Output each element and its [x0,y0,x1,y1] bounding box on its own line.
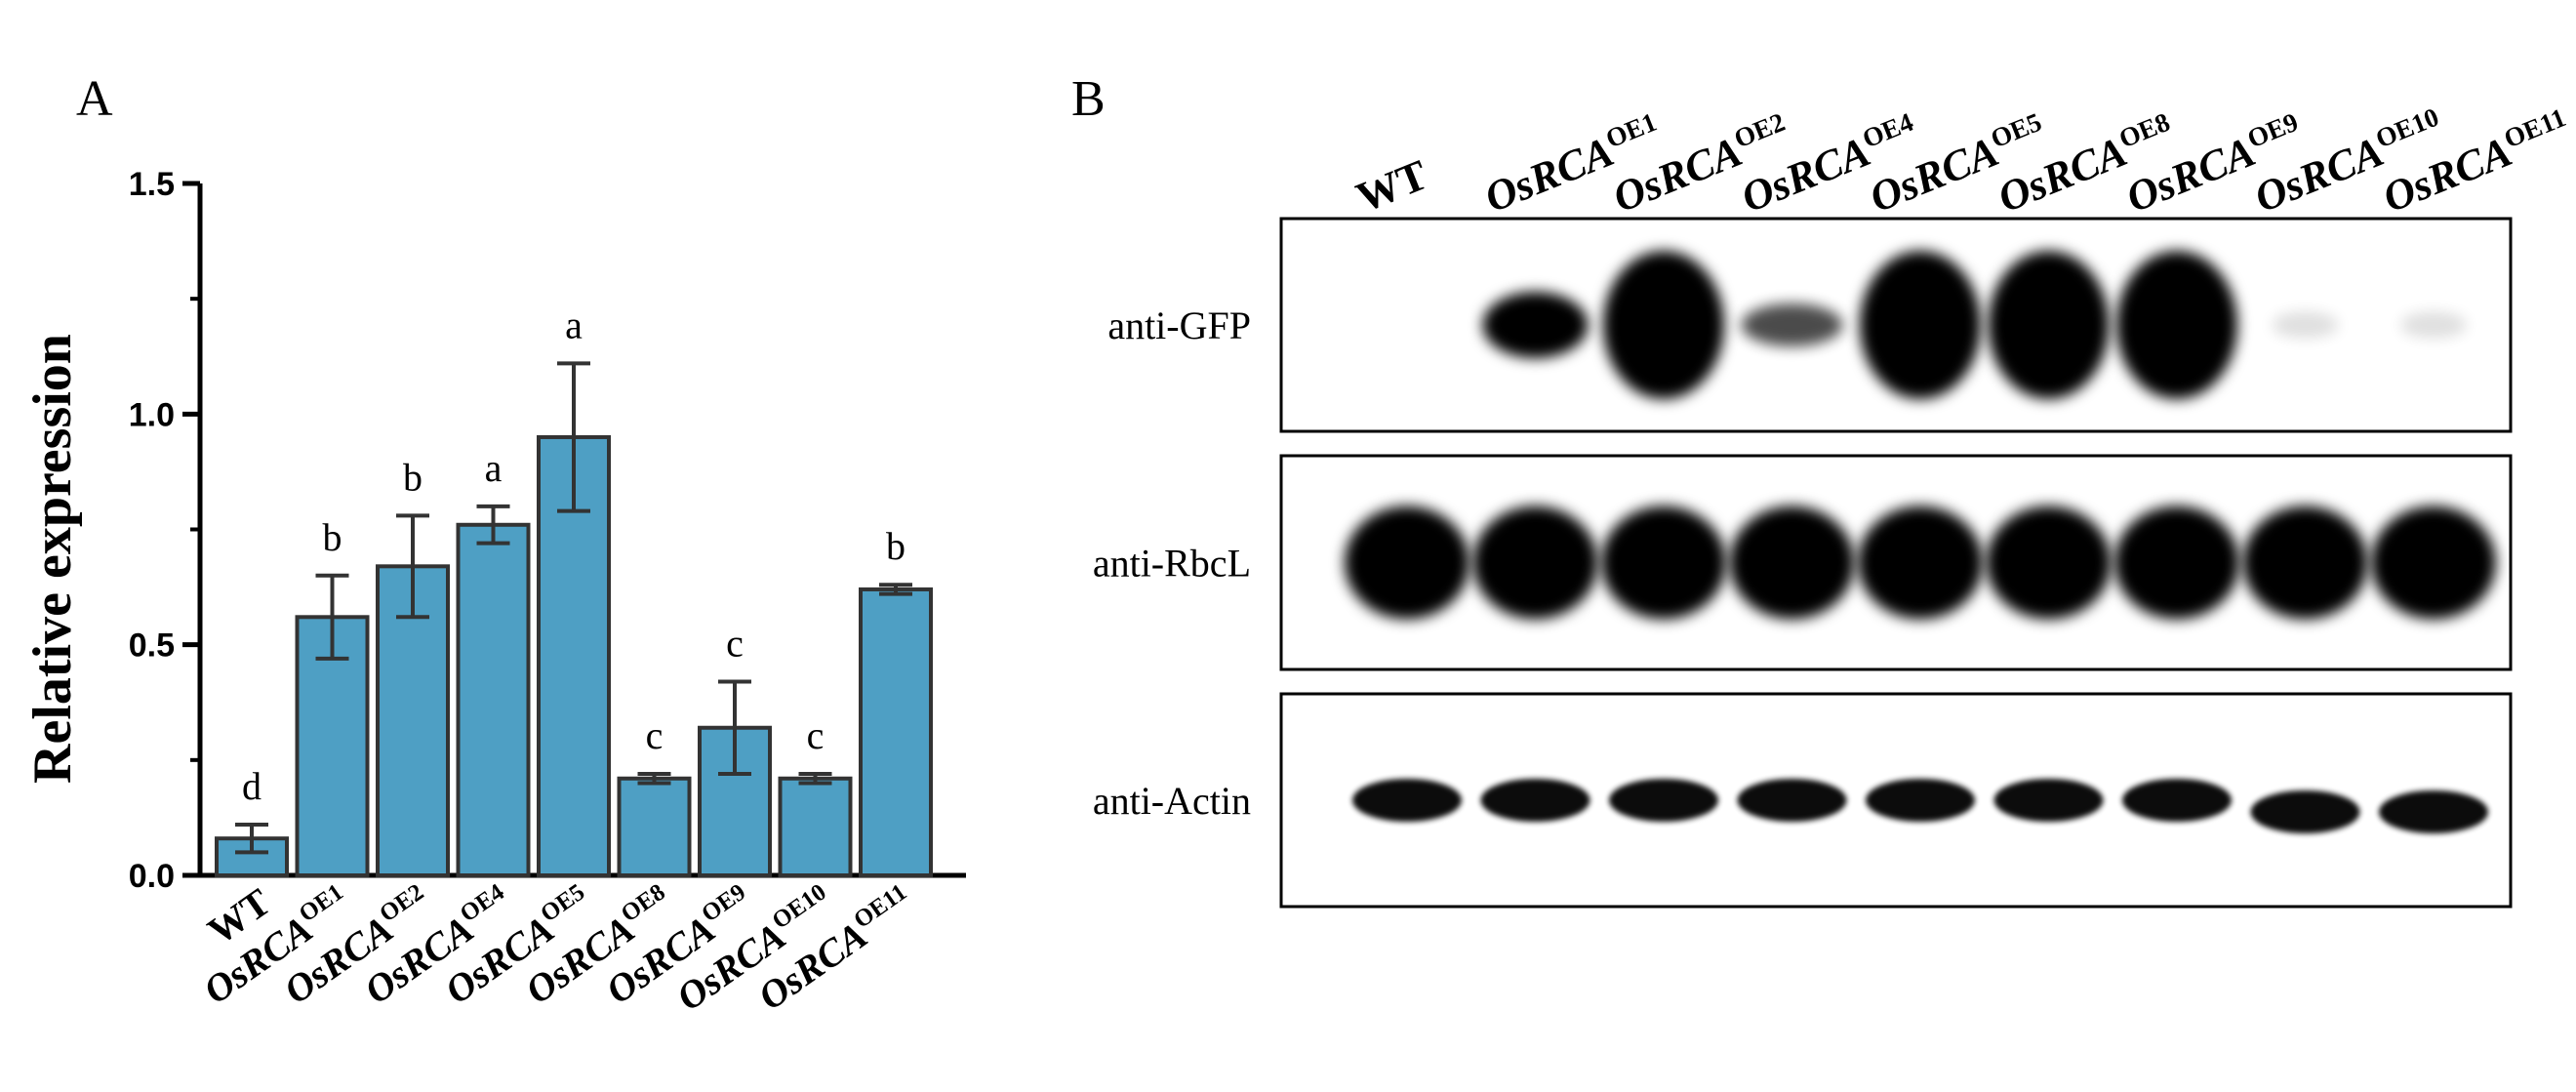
blot-band [2114,506,2239,620]
blot-band [1603,251,1724,399]
western-blot-panel: WT OsRCAOE1OsRCAOE2OsRCAOE4OsRCAOE5OsRCAO… [1093,102,2570,909]
bar [456,522,531,877]
bar [617,776,692,877]
blot-band [2250,790,2360,833]
y-tick-label: 1.5 [129,166,175,203]
y-axis-title: Relative expression [22,334,83,784]
blot-band [1986,506,2112,620]
blot-band [1345,506,1469,620]
y-tick-label: 1.0 [129,396,175,433]
bar [778,776,853,877]
blot-band [2400,311,2467,339]
blot-row [1279,454,2513,671]
panel-b-letter: B [1071,71,1106,127]
blot-band [1858,506,1983,620]
blot-antibody-label: anti-Actin [1093,779,1251,823]
blot-antibody-label: anti-RbcL [1093,542,1251,586]
blot-band [1741,303,1843,346]
significance-letter: d [242,764,262,808]
blot-band [1472,506,1598,620]
blot-band [2122,779,2232,822]
blot-band [1729,506,1855,620]
blot-band [1737,779,1847,822]
blot-band [1609,779,1718,822]
blot-band [1860,251,1981,399]
blot-band [1482,292,1589,358]
blot-row [1279,217,2513,433]
blot-band [1352,779,1462,822]
bar [859,586,933,877]
significance-letter: c [807,713,825,757]
lane-label: WT [1349,150,1433,222]
blot-band [1993,779,2104,822]
significance-letter: b [886,524,906,568]
y-tick-label: 0.5 [129,627,175,665]
significance-letter: b [323,515,342,559]
blot-band [2379,790,2488,833]
significance-letter: c [646,713,664,757]
significance-letter: b [403,455,423,499]
blot-band [1601,506,1726,620]
panel-a-letter: A [76,71,113,127]
y-tick-label: 0.0 [129,858,175,895]
significance-letter: a [565,303,583,346]
blot-band [1988,251,2110,399]
blot-antibody-label: anti-GFP [1107,303,1251,347]
significance-letter: c [726,621,744,665]
blot-band [1866,779,1975,822]
blot-row [1279,692,2513,909]
blot-band [2272,311,2339,339]
blot-band [2116,251,2237,399]
blot-band [1480,779,1590,822]
significance-letter: a [485,446,503,490]
blot-band [2242,506,2368,620]
blot-band [2371,506,2496,620]
